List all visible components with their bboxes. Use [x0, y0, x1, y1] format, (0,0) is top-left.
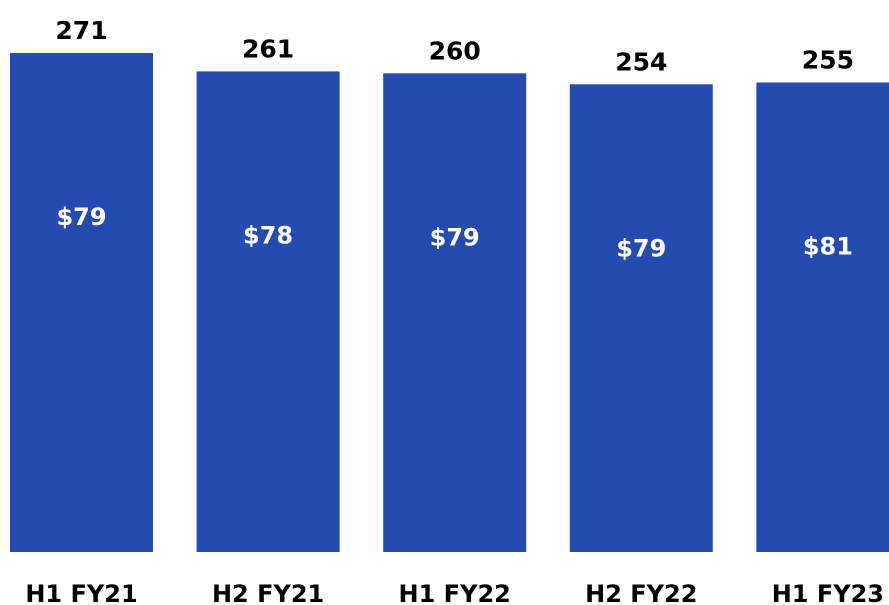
bar-value-label: 255: [802, 46, 854, 75]
bar-inner-label: $79: [430, 223, 480, 251]
bar-value-label: 261: [242, 34, 294, 63]
bar: [196, 71, 340, 553]
bar-group: 254 $79 H2 FY22: [569, 47, 713, 605]
bar-group: 260 $79 H1 FY22: [383, 36, 527, 605]
category-tick-label: H2 FY22: [585, 580, 697, 605]
category-tick-label: H1 FY23: [772, 580, 884, 605]
bar-group: 261 $78 H2 FY21: [196, 34, 340, 605]
category-tick-label: H1 FY22: [399, 580, 511, 605]
bar-value-label: 254: [615, 47, 667, 76]
bar-value-label: 260: [429, 36, 481, 65]
bar-inner-label: $81: [803, 233, 853, 261]
bar-value-label: 271: [55, 16, 107, 45]
bar-inner-label: $79: [616, 234, 666, 262]
bar-group: 255 $81 H1 FY23: [756, 46, 889, 605]
bar: [569, 84, 713, 553]
bar: [383, 73, 527, 553]
bar: [10, 53, 153, 552]
category-tick-label: H1 FY21: [25, 580, 137, 605]
bar-inner-label: $79: [56, 203, 106, 231]
bar-group: 271 $79 H1 FY21: [10, 16, 153, 605]
bar-inner-label: $78: [243, 221, 293, 249]
category-tick-label: H2 FY21: [212, 580, 324, 605]
bar: [756, 82, 889, 552]
